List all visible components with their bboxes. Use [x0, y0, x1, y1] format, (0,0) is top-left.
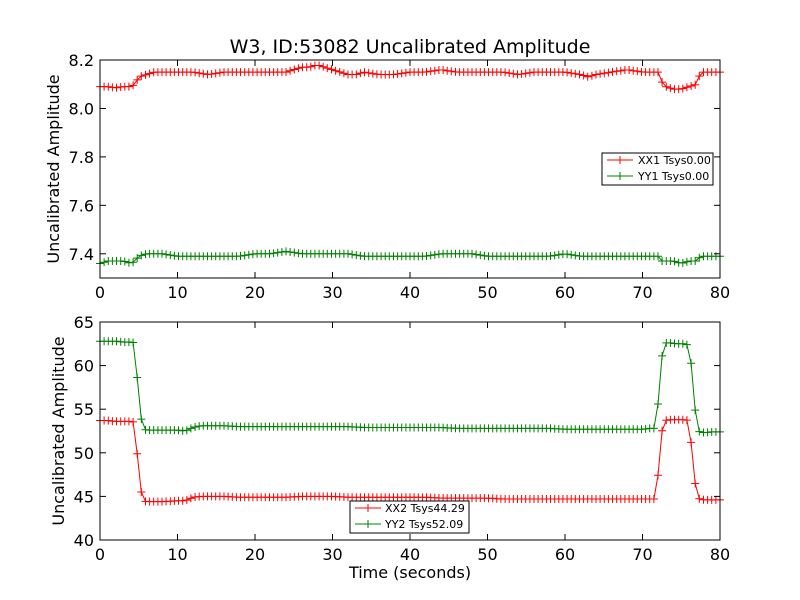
x-tick-label: 40	[400, 545, 420, 564]
x-tick-label: 10	[167, 545, 187, 564]
x-tick-label: 30	[322, 283, 342, 302]
legend-label-xx1: XX1 Tsys0.00	[638, 154, 711, 167]
legend-marker-yy1	[616, 172, 624, 180]
top-chart-ylabel: Uncalibrated Amplitude	[44, 74, 63, 263]
bottom-chart: Uncalibrated Amplitude Time (seconds) XX…	[49, 313, 730, 582]
x-tick-label: 0	[95, 545, 105, 564]
y-tick-label: 55	[74, 400, 94, 419]
bottom-chart-ylabel: Uncalibrated Amplitude	[49, 336, 68, 525]
x-tick-label: 20	[245, 283, 265, 302]
top-chart-legend: XX1 Tsys0.00 YY1 Tsys0.00	[601, 152, 714, 186]
y-tick-label: 7.8	[69, 148, 94, 167]
legend-marker-xx1	[616, 156, 624, 164]
top-chart-title: W3, ID:53082 Uncalibrated Amplitude	[230, 36, 591, 58]
x-tick-label: 80	[710, 283, 730, 302]
x-tick-label: 60	[555, 545, 575, 564]
y-tick-label: 60	[74, 357, 94, 376]
y-tick-label: 45	[74, 487, 94, 506]
legend-marker-xx2	[364, 504, 372, 512]
y-tick-label: 7.4	[69, 245, 94, 264]
x-tick-label: 40	[400, 283, 420, 302]
x-tick-label: 0	[95, 283, 105, 302]
x-tick-label: 70	[632, 283, 652, 302]
x-tick-label: 50	[477, 545, 497, 564]
legend-marker-yy2	[364, 520, 372, 528]
legend-label-yy2: YY2 Tsys52.09	[384, 518, 463, 531]
y-tick-label: 65	[74, 313, 94, 332]
bottom-chart-xlabel: Time (seconds)	[348, 563, 471, 582]
x-tick-label: 30	[322, 545, 342, 564]
bottom-legend-box	[349, 500, 470, 534]
legend-label-xx2: XX2 Tsys44.29	[385, 502, 465, 515]
y-tick-label: 7.6	[69, 196, 94, 215]
x-tick-label: 10	[167, 283, 187, 302]
legend-label-yy1: YY1 Tsys0.00	[637, 170, 709, 183]
y-tick-label: 40	[74, 531, 94, 550]
x-tick-label: 80	[710, 545, 730, 564]
top-chart: W3, ID:53082 Uncalibrated Amplitude Unca…	[44, 36, 730, 302]
x-tick-label: 60	[555, 283, 575, 302]
y-tick-label: 50	[74, 444, 94, 463]
x-tick-label: 70	[632, 545, 652, 564]
y-tick-label: 8.0	[69, 99, 94, 118]
x-tick-label: 20	[245, 545, 265, 564]
y-tick-label: 8.2	[69, 51, 94, 70]
bottom-chart-legend: XX2 Tsys44.29 YY2 Tsys52.09	[349, 500, 470, 534]
x-tick-label: 50	[477, 283, 497, 302]
top-chart-plot-area	[96, 61, 724, 268]
